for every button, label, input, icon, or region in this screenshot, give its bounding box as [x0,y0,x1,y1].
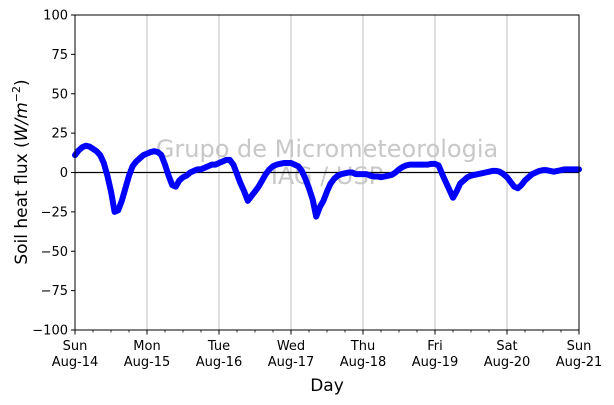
x-tick-day-label-7: Sun [567,339,592,354]
x-tick-date-label-6: Aug-20 [484,355,531,370]
y-axis-title-part-4: m [12,102,32,119]
y-tick-label-3: 25 [51,127,68,142]
x-tick-day-label-4: Thu [350,339,375,354]
y-tick-label-1: 75 [51,48,68,63]
x-tick-date-label-4: Aug-18 [340,355,387,370]
x-tick-day-label-5: Fri [427,339,443,354]
x-tick-date-label-3: Aug-17 [268,355,315,370]
x-tick-day-label-1: Mon [133,339,160,354]
y-axis-title-part-5: −2 [10,86,23,102]
x-tick-day-label-3: Wed [277,339,305,354]
x-axis-title: Day [310,376,344,396]
y-tick-label-4: 0 [60,166,68,181]
y-tick-label-5: −25 [41,205,68,220]
y-axis-title-part-3: / [12,117,32,127]
y-tick-label-6: −50 [41,245,68,260]
y-tick-label-7: −75 [41,284,68,299]
y-axis-title-part-1: Soil heat flux ( [12,141,32,264]
y-tick-label-0: 100 [43,9,68,24]
x-tick-date-label-2: Aug-16 [196,355,243,370]
y-tick-label-8: −100 [32,324,68,339]
series-line-0 [72,142,582,220]
y-axis-title: Soil heat flux (W/m−2) [10,79,32,264]
x-tick-date-label-5: Aug-19 [412,355,459,370]
y-axis-title-part-2: W [12,123,32,141]
y-tick-label-2: 50 [51,87,68,102]
x-tick-day-label-6: Sat [496,339,517,354]
x-axis-ticks: SunAug-14MonAug-15TueAug-16WedAug-17ThuA… [52,330,603,370]
y-axis-ticks: 100 75 50 25 0 −25 −50 −75 −100 [32,9,75,339]
watermark-line-1: Grupo de Micrometeorologia [156,135,498,163]
x-tick-date-label-1: Aug-15 [124,355,171,370]
series-layer [72,142,582,220]
x-tick-date-label-7: Aug-21 [556,355,603,370]
y-axis-title-part-6: ) [12,79,32,86]
x-tick-date-label-0: Aug-14 [52,355,99,370]
x-tick-day-label-0: Sun [63,339,88,354]
x-tick-day-label-2: Tue [207,339,230,354]
